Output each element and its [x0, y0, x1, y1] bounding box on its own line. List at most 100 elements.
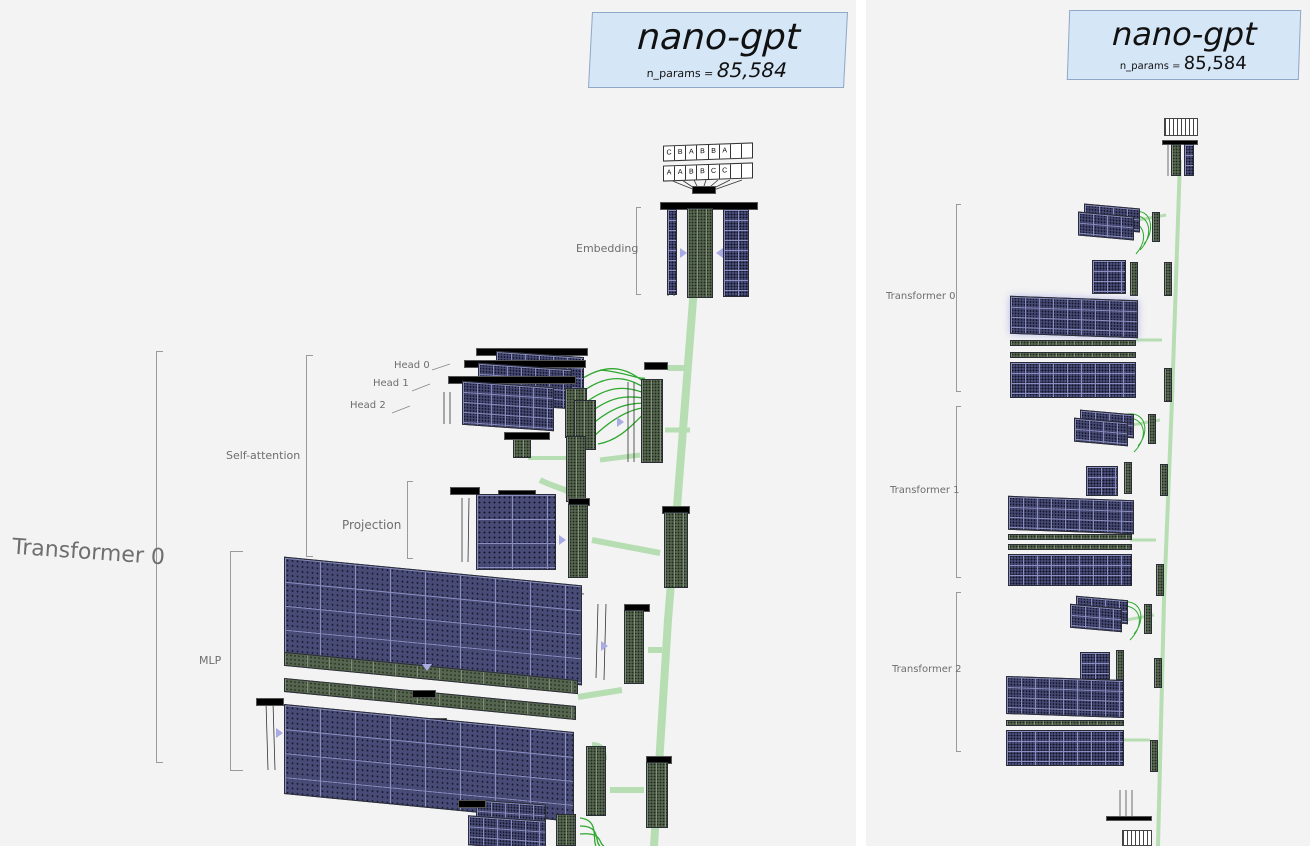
right-embedding-block[interactable]	[1171, 144, 1181, 176]
right-t0-mlp-out[interactable]	[1164, 368, 1172, 402]
right-t1-mlp-act[interactable]	[1008, 534, 1132, 540]
right-transformer1-label: Transformer 1	[890, 485, 960, 496]
right-t2-mlp-proj[interactable]	[1006, 730, 1124, 766]
right-t2-mlp-fc[interactable]	[1006, 675, 1124, 719]
projection-output-block[interactable]	[568, 504, 588, 578]
right-param-row: n_params = 85,584	[1068, 53, 1299, 74]
attention-line-7	[599, 369, 646, 379]
input-token: C	[719, 164, 731, 179]
head-value-tag	[504, 432, 550, 440]
stem-5	[443, 392, 451, 424]
input-token-empty	[742, 143, 752, 157]
input-token: C	[664, 146, 676, 161]
head2-label: Head 2	[350, 400, 386, 411]
input-token: A	[719, 144, 731, 159]
right-params-label: n_params =	[1119, 61, 1184, 72]
right-t1-mlp-act2[interactable]	[1008, 544, 1132, 550]
transformer0-bracket	[156, 351, 163, 763]
embedding-activation-block[interactable]	[687, 208, 713, 298]
embedding-arrow-right	[716, 248, 723, 258]
right-t0-mlp-fc[interactable]	[1010, 295, 1138, 339]
transformer0-output-block[interactable]	[646, 762, 668, 828]
right-t2-attn-out[interactable]	[1144, 604, 1152, 634]
right-t2-res[interactable]	[1154, 658, 1162, 688]
input-token-grid-top: C B A B B A	[663, 142, 753, 162]
right-t1-proj[interactable]	[1086, 466, 1118, 496]
right-t0-attn-out[interactable]	[1152, 212, 1160, 242]
right-t0-heads-b[interactable]	[1078, 211, 1134, 241]
right-t2-heads-b[interactable]	[1070, 603, 1122, 633]
left-param-row: n_params = 85,584	[589, 58, 844, 82]
next-head-block-b[interactable]	[468, 815, 546, 846]
right-t0-proj[interactable]	[1092, 260, 1126, 294]
right-t1-mlp-fc[interactable]	[1008, 495, 1134, 535]
right-t1-heads-b[interactable]	[1074, 417, 1128, 447]
right-input-grid	[1164, 118, 1198, 136]
position-embedding-block[interactable]	[723, 209, 749, 297]
right-t1-mlp-proj[interactable]	[1008, 554, 1132, 586]
right-transformer2-label: Transformer 2	[892, 664, 962, 675]
right-t2-proj-out[interactable]	[1116, 650, 1124, 680]
right-t2-mlp-act[interactable]	[1006, 720, 1124, 726]
mlp-gelu-tag	[412, 690, 436, 698]
attention-arrow	[617, 417, 624, 427]
right-t0-proj-out[interactable]	[1130, 262, 1138, 296]
mlp-output-block[interactable]	[586, 746, 606, 816]
right-residual-stream	[1156, 159, 1182, 846]
attention-line-9	[579, 817, 597, 846]
right-transformer1-bracket	[956, 406, 961, 578]
input-token: A	[675, 165, 687, 181]
right-connections-svg	[1119, 140, 1182, 846]
right-t2-mlp-out[interactable]	[1150, 740, 1158, 772]
right-bottom-stems	[1119, 790, 1133, 818]
right-transformer2-bracket	[956, 592, 961, 752]
mlp-proj-side-tag	[256, 698, 284, 706]
mlp-bracket	[230, 551, 243, 771]
right-t2-proj[interactable]	[1080, 652, 1110, 680]
mlp-right-arrow	[601, 641, 608, 651]
right-overview[interactable]: nano-gpt n_params = 85,584 Transformer 0…	[866, 0, 1310, 846]
right-pos-embedding-block[interactable]	[1184, 144, 1194, 176]
attention-residual-block[interactable]	[566, 436, 586, 502]
right-t1-proj-out[interactable]	[1124, 462, 1132, 494]
left-title-card: nano-gpt n_params = 85,584	[588, 12, 848, 88]
next-head-output-block[interactable]	[556, 814, 576, 846]
token-embedding-block[interactable]	[667, 209, 677, 295]
input-token: B	[675, 145, 687, 161]
head2-qkv-block[interactable]	[462, 380, 554, 432]
left-model-title: nano-gpt	[636, 17, 801, 58]
attention-line-1	[579, 368, 646, 384]
residual-branch-proj	[591, 537, 661, 556]
input-token-grid-bottom: A A B B C C	[663, 162, 753, 182]
left-params-value: 85,584	[716, 58, 788, 82]
input-token-empty	[730, 143, 742, 159]
residual-add-block[interactable]	[664, 512, 688, 588]
mlp-side-arrow	[276, 728, 283, 738]
input-token: B	[697, 164, 709, 180]
right-t0-res[interactable]	[1164, 262, 1172, 296]
attention-line-11	[579, 833, 605, 846]
projection-weight-block[interactable]	[476, 494, 556, 570]
right-t0-mlp-proj[interactable]	[1010, 362, 1136, 398]
left-detail-view[interactable]: nano-gpt n_params = 85,584 C B A B B A A…	[0, 0, 856, 846]
input-token-empty	[730, 163, 742, 179]
mlp-right-activation-block[interactable]	[624, 610, 644, 684]
projection-tag-a	[450, 487, 480, 495]
right-t0-mlp-act2[interactable]	[1010, 352, 1136, 358]
input-token: B	[708, 144, 720, 159]
right-transformer0-label: Transformer 0	[886, 291, 956, 302]
right-attn-lines-3	[1123, 601, 1142, 641]
input-token: B	[686, 165, 698, 180]
residual-branch-attn2	[599, 452, 641, 463]
attention-concat-block[interactable]	[641, 379, 663, 463]
stem-4	[265, 701, 276, 771]
head-value-block[interactable]	[513, 436, 531, 458]
right-t0-mlp-act[interactable]	[1010, 340, 1136, 346]
right-output-grid	[1122, 830, 1152, 846]
right-title-card: nano-gpt n_params = 85,584	[1066, 10, 1302, 80]
right-transformer0-bracket	[956, 204, 961, 392]
right-t1-mlp-out[interactable]	[1156, 564, 1164, 596]
right-t1-res[interactable]	[1160, 464, 1168, 496]
input-token: C	[708, 164, 720, 179]
right-t1-attn-out[interactable]	[1148, 414, 1156, 444]
